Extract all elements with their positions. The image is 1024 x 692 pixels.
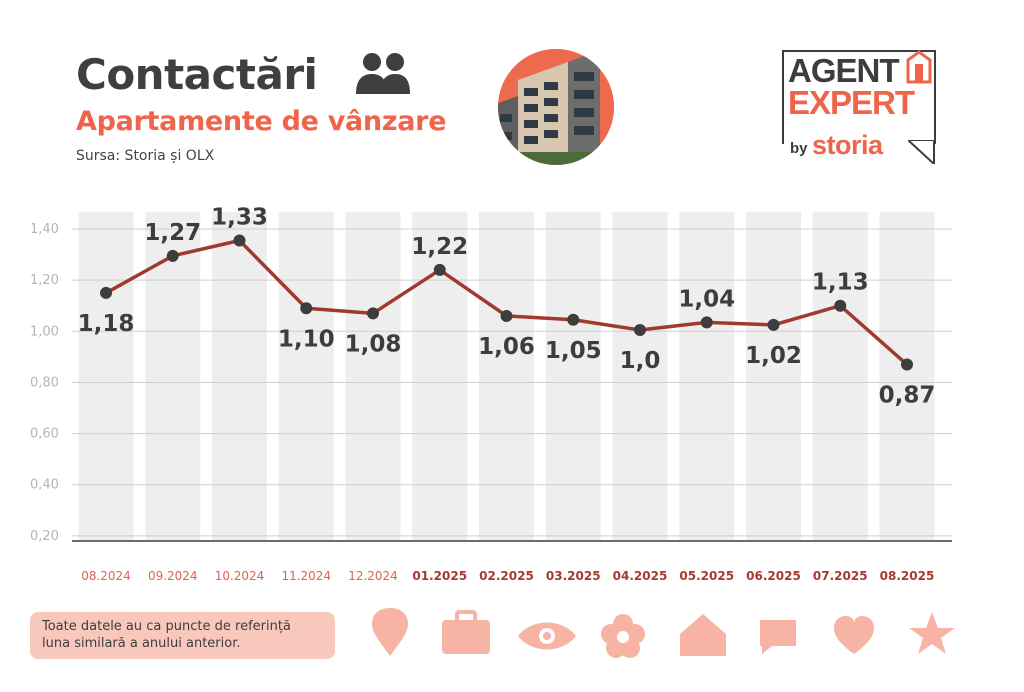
y-tick-label: 0,60 [30,427,59,442]
column-band [212,212,267,541]
data-point [834,299,847,312]
chat-icon [760,620,796,654]
data-point [100,286,112,299]
column-band [746,212,801,541]
source-text: Sursa: Storia și OLX [76,148,215,164]
data-point [901,358,913,371]
data-label: 1,05 [545,338,602,364]
data-label: 1,0 [620,348,661,374]
building-image [498,49,614,165]
data-point [767,318,780,331]
logo-storia: storia [812,130,883,160]
data-point [567,313,580,326]
x-tick-label: 09.2024 [148,569,198,583]
data-label: 1,10 [278,326,335,352]
column-band [345,212,401,541]
x-tick-label: 08.2025 [880,569,935,583]
x-tick-label: 05.2025 [679,569,734,583]
data-point [233,234,246,247]
x-tick-label: 01.2025 [412,569,467,583]
data-label: 1,13 [812,270,869,296]
logo-frame [782,50,936,144]
data-label: 1,08 [345,331,402,357]
data-label: 1,06 [478,334,535,360]
logo-line-agent: AGENT [788,52,899,89]
data-point [166,249,179,262]
location-pin-icon [372,608,408,656]
agent-expert-logo: AGENT EXPERT by storia [780,46,940,164]
y-tick-label: 0,80 [30,375,59,390]
y-tick-label: 1,00 [30,324,59,339]
footer-note: Toate datele au ca puncte de referință l… [30,612,335,659]
flower-icon [601,614,645,658]
page-title: Contactări [76,50,318,99]
data-point [700,316,713,329]
data-label: 1,02 [745,343,802,369]
data-label: 1,33 [211,205,268,231]
x-tick-label: 08.2024 [81,569,131,583]
y-tick-label: 1,40 [30,222,59,237]
data-point [367,307,379,320]
page-subtitle: Apartamente de vânzare [76,106,447,137]
data-point [634,324,646,337]
data-point [433,263,446,276]
logo-line-expert: EXPERT [788,84,915,121]
column-band [479,212,534,541]
data-point [500,309,513,322]
column-band [412,212,468,541]
line-chart: 0,20 0,40 0,60 0,80 1,00 1,20 1,40 08.2024 09.20… [30,205,952,583]
y-tick-label: 1,20 [30,273,59,288]
x-tick-label: 02.2025 [479,569,534,583]
data-label: 0,87 [879,383,936,409]
x-tick-label: 11.2024 [281,569,331,583]
y-tick-label: 0,20 [30,529,59,544]
logo-by: by [790,140,808,157]
people-icon [356,53,410,94]
star-icon [909,612,955,654]
column-band [812,212,868,541]
x-tick-label: 06.2025 [746,569,801,583]
data-label: 1,22 [411,234,468,260]
x-tick-label: 03.2025 [546,569,601,583]
y-tick-label: 0,40 [30,478,59,493]
heart-icon [834,616,874,654]
column-band [612,212,668,541]
x-tick-label: 07.2025 [813,569,868,583]
eye-icon [518,622,576,650]
house-icon [680,614,726,656]
logo-house-icon [906,50,932,84]
x-tick-label: 04.2025 [613,569,668,583]
data-label: 1,27 [144,220,201,246]
briefcase-icon [442,610,490,654]
column-band [679,212,735,541]
footer-icons [372,608,955,658]
column-band [545,212,601,541]
column-band [278,212,334,541]
x-tick-label: 10.2024 [215,569,265,583]
x-tick-label: 12.2024 [348,569,398,583]
data-point [300,302,313,315]
column-band [78,212,134,541]
logo-tail [908,140,935,164]
data-label: 1,04 [678,286,735,312]
column-band [879,212,935,541]
data-label: 1,18 [78,311,135,337]
